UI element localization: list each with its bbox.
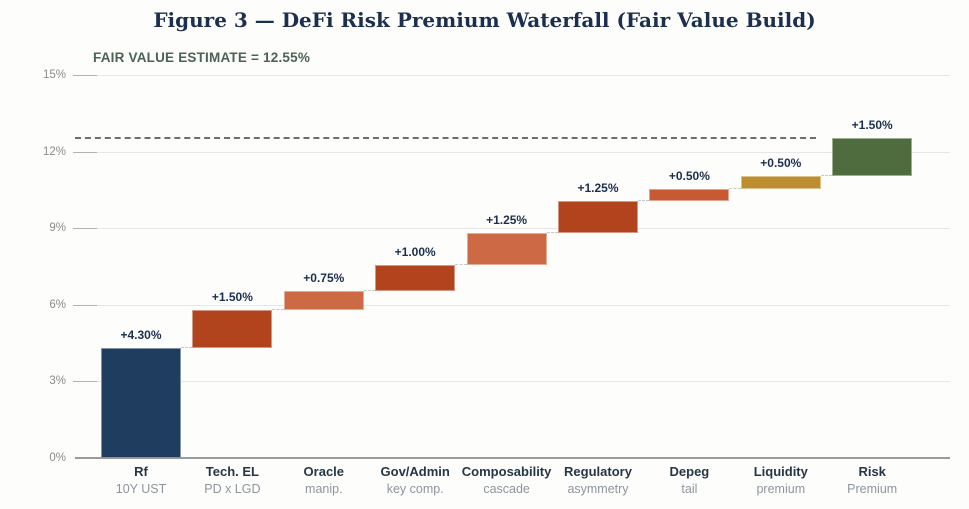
category-sublabel-oracle: manip.	[305, 482, 343, 496]
value-label-liquidity: +0.50%	[760, 155, 802, 170]
value-label-gov-admin: +1.00%	[394, 245, 436, 260]
category-label-liquidity: Liquidity	[753, 464, 808, 479]
gridline-9%	[75, 228, 950, 230]
y-tick-3%	[73, 381, 97, 383]
category-label-risk: Risk	[858, 464, 886, 479]
bar-risk	[832, 137, 913, 176]
category-label-regulatory: Regulatory	[564, 464, 632, 479]
figure-title: Figure 3 — DeFi Risk Premium Waterfall (…	[153, 8, 816, 32]
category-sublabel-rf: 10Y UST	[115, 482, 167, 496]
category-label-oracle: Oracle	[303, 464, 345, 479]
value-label-rf: +4.30%	[120, 328, 162, 343]
connector-gov-admin	[363, 289, 376, 291]
y-tick-15%	[73, 75, 97, 76]
category-label-depeg: Depeg	[669, 464, 710, 479]
y-tick-6%	[73, 304, 97, 306]
category-sublabel-tech-el: PD x LGD	[204, 482, 261, 496]
x-axis-baseline	[75, 457, 950, 459]
bar-liquidity	[740, 175, 821, 189]
y-tick-12%	[73, 151, 97, 153]
category-label-gov-admin: Gov/Admin	[380, 464, 450, 479]
category-sublabel-gov-admin: key comp.	[386, 482, 444, 496]
category-sublabel-risk: Premium	[847, 482, 898, 496]
category-sublabel-regulatory: asymmetry	[567, 482, 629, 496]
connector-risk	[820, 174, 833, 176]
y-axis-label-6%: 6%	[49, 298, 66, 311]
gridline-12%	[75, 151, 950, 153]
value-label-oracle: +0.75%	[303, 270, 345, 285]
bar-regulatory	[558, 201, 638, 234]
y-axis-label-12%: 12%	[42, 145, 66, 158]
gridline-15%	[75, 75, 950, 76]
bar-gov-admin	[375, 265, 456, 291]
bar-tech-el	[192, 309, 273, 349]
y-axis-label-0%: 0%	[49, 452, 66, 464]
value-label-risk: +1.50%	[851, 117, 893, 132]
connector-oracle	[272, 308, 284, 310]
y-axis-label-15%: 15%	[42, 69, 66, 81]
value-label-tech-el: +1.50%	[211, 289, 253, 304]
connector-tech-el	[181, 347, 193, 349]
connector-composability	[455, 264, 467, 266]
gridline-6%	[75, 304, 950, 306]
connector-depeg	[638, 200, 650, 202]
category-label-tech-el: Tech. EL	[205, 464, 259, 479]
value-label-regulatory: +1.25%	[577, 181, 619, 196]
category-sublabel-depeg: tail	[681, 482, 698, 496]
bar-composability	[466, 233, 547, 266]
connector-liquidity	[729, 187, 741, 189]
category-label-composability: Composability	[461, 464, 552, 479]
bar-oracle	[283, 290, 364, 310]
category-sublabel-composability: cascade	[483, 482, 530, 496]
bar-depeg	[649, 188, 730, 202]
value-label-depeg: +0.50%	[668, 168, 710, 183]
value-label-composability: +1.25%	[486, 213, 528, 228]
y-axis-label-9%: 9%	[49, 222, 66, 235]
gridline-3%	[75, 381, 950, 383]
y-tick-9%	[73, 228, 97, 230]
fair-value-dashed-line	[75, 136, 817, 139]
connector-regulatory	[546, 232, 558, 234]
category-sublabel-liquidity: premium	[756, 482, 806, 496]
category-label-rf: Rf	[134, 464, 148, 479]
y-axis-label-3%: 3%	[49, 375, 66, 388]
fair-value-annotation: FAIR VALUE ESTIMATE = 12.55%	[93, 50, 311, 65]
bar-rf	[101, 348, 181, 458]
